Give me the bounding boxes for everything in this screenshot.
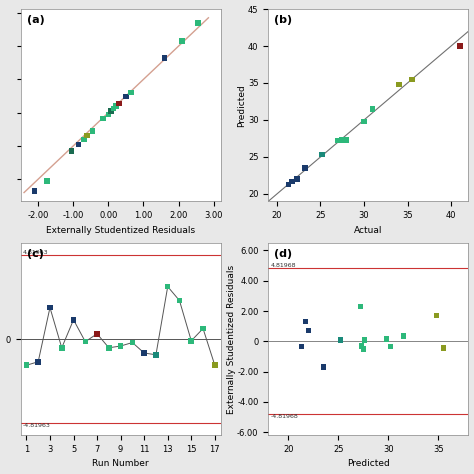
Point [369, 105, 376, 113]
Text: (c): (c) [27, 249, 44, 259]
Point [112, 102, 120, 110]
Point [343, 136, 350, 144]
Point [43, 177, 51, 185]
Point [361, 336, 368, 344]
Text: 4.81963: 4.81963 [23, 250, 48, 255]
Text: -4.81963: -4.81963 [23, 423, 50, 428]
Point [75, 140, 82, 148]
Point [360, 345, 367, 353]
Point [80, 136, 88, 143]
Point [178, 37, 186, 45]
Point [288, 178, 296, 185]
Point [161, 54, 168, 62]
Point [284, 181, 292, 188]
X-axis label: Externally Studentized Residuals: Externally Studentized Residuals [46, 226, 195, 235]
Point [334, 137, 342, 145]
Point [211, 362, 219, 369]
Point [293, 175, 301, 183]
Point [46, 304, 54, 311]
Point [110, 105, 118, 112]
Point [70, 316, 77, 324]
Point [301, 164, 309, 172]
Point [439, 344, 447, 352]
X-axis label: Run Number: Run Number [92, 459, 149, 468]
Point [128, 339, 136, 346]
Text: (d): (d) [274, 249, 292, 259]
Point [31, 187, 38, 195]
Point [301, 318, 309, 326]
Point [176, 297, 183, 304]
Point [395, 81, 402, 88]
Y-axis label: Externally Studentized Residuals: Externally Studentized Residuals [227, 264, 236, 414]
Point [89, 127, 96, 135]
Point [68, 147, 75, 155]
Point [336, 137, 344, 145]
Point [83, 131, 91, 139]
Point [433, 312, 440, 319]
Point [356, 303, 364, 310]
Point [188, 337, 195, 345]
Text: (a): (a) [27, 15, 44, 25]
Point [387, 343, 394, 350]
Point [319, 151, 326, 158]
Point [23, 362, 30, 369]
Text: -4.81968: -4.81968 [270, 414, 298, 419]
Point [304, 327, 312, 335]
Point [128, 89, 135, 97]
Point [99, 115, 107, 122]
Point [152, 351, 160, 358]
Point [105, 110, 112, 118]
Point [117, 342, 124, 350]
Text: (b): (b) [274, 15, 292, 25]
Point [164, 283, 172, 291]
Point [199, 325, 207, 332]
Point [140, 349, 148, 357]
Point [400, 332, 407, 340]
Point [383, 335, 390, 343]
Point [105, 344, 113, 352]
X-axis label: Predicted: Predicted [347, 459, 390, 468]
Point [319, 363, 327, 371]
Point [298, 343, 305, 350]
Point [107, 107, 115, 115]
Point [338, 136, 346, 144]
X-axis label: Actual: Actual [354, 226, 383, 235]
Point [194, 19, 201, 27]
Point [58, 344, 65, 352]
Point [357, 342, 365, 350]
Point [456, 42, 464, 50]
Point [93, 330, 101, 337]
Point [115, 100, 123, 107]
Point [82, 338, 89, 346]
Point [35, 358, 42, 365]
Text: 4.81968: 4.81968 [270, 264, 296, 268]
Point [122, 93, 130, 100]
Y-axis label: Predicted: Predicted [237, 84, 246, 127]
Point [408, 75, 416, 83]
Point [337, 336, 344, 344]
Point [360, 118, 368, 125]
